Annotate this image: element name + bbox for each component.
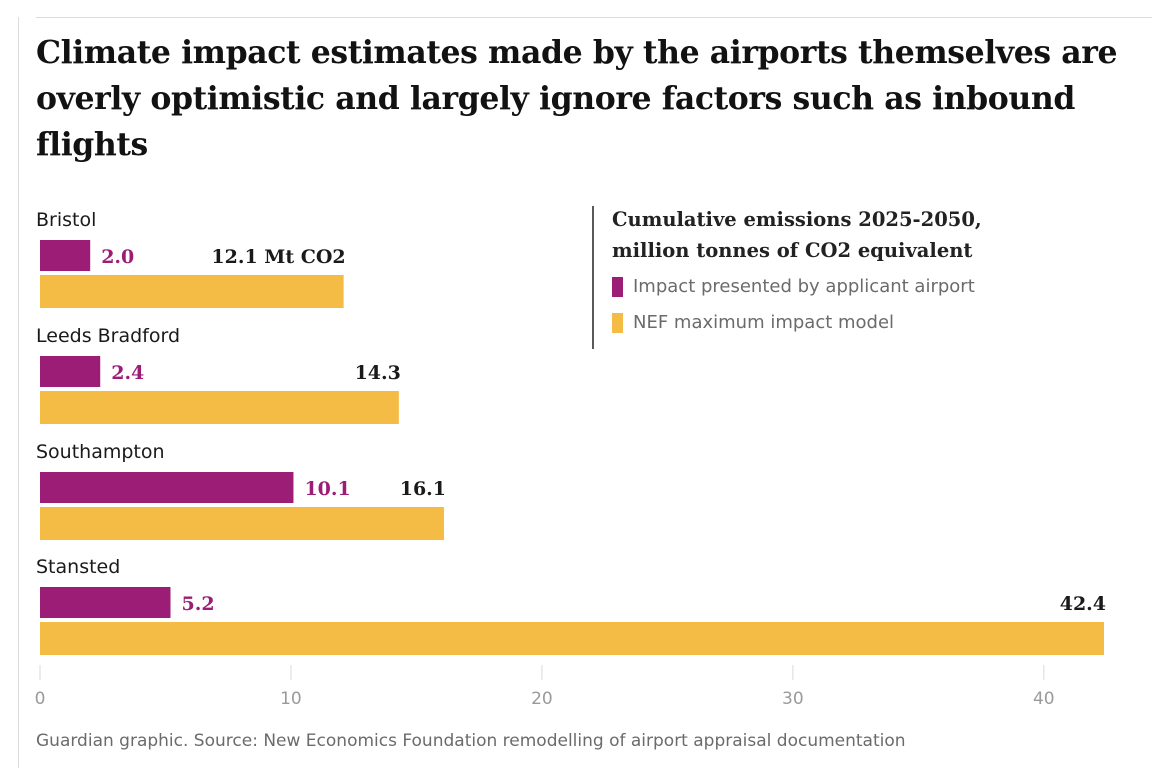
legend-label-nef: NEF maximum impact model (633, 312, 895, 333)
bar-nef-bristol (40, 275, 344, 308)
legend-swatch-applicant (612, 277, 623, 297)
bar-nef-stansted (40, 622, 1104, 655)
legend-title-line1: Cumulative emissions 2025-2050, (612, 208, 982, 231)
legend-label-applicant: Impact presented by applicant airport (633, 276, 975, 297)
legend: Cumulative emissions 2025-2050, million … (592, 206, 1092, 349)
side-rule (18, 17, 19, 768)
bar-nef-leeds-bradford (40, 391, 399, 424)
legend-title: Cumulative emissions 2025-2050, million … (612, 204, 1092, 266)
chart-title: Climate impact estimates made by the air… (36, 34, 1118, 163)
x-tick-label-10: 10 (280, 689, 302, 709)
x-tick-label-30: 30 (782, 689, 804, 709)
value-label-applicant-southampton: 10.1 (304, 478, 350, 500)
x-tick-label-40: 40 (1033, 689, 1055, 709)
value-label-nef-stansted: 42.4 (1060, 593, 1106, 615)
top-rule (36, 17, 1152, 18)
bar-applicant-southampton (40, 472, 294, 503)
category-label-leeds-bradford: Leeds Bradford (36, 325, 180, 347)
legend-item-applicant: Impact presented by applicant airport (612, 272, 1092, 302)
value-label-applicant-stansted: 5.2 (181, 593, 214, 615)
x-tick-label-0: 0 (35, 689, 46, 709)
legend-item-nef: NEF maximum impact model (612, 308, 1092, 338)
legend-swatch-nef (612, 313, 623, 333)
category-label-stansted: Stansted (36, 556, 120, 578)
value-label-nef-southampton: 16.1 (400, 478, 446, 500)
value-label-applicant-bristol: 2.0 (101, 246, 134, 268)
value-label-nef-bristol: 12.1 Mt CO2 (211, 246, 345, 268)
source-footer: Guardian graphic. Source: New Economics … (36, 731, 906, 751)
category-label-southampton: Southampton (36, 441, 165, 463)
x-tick-label-20: 20 (531, 689, 553, 709)
bar-nef-southampton (40, 507, 445, 540)
value-label-applicant-leeds-bradford: 2.4 (111, 362, 144, 384)
bar-applicant-stansted (40, 587, 171, 618)
legend-title-line2: million tonnes of CO2 equivalent (612, 239, 973, 262)
category-label-bristol: Bristol (36, 209, 96, 231)
bar-applicant-leeds-bradford (40, 356, 101, 387)
value-label-nef-leeds-bradford: 14.3 (355, 362, 401, 384)
bar-applicant-bristol (40, 240, 91, 271)
